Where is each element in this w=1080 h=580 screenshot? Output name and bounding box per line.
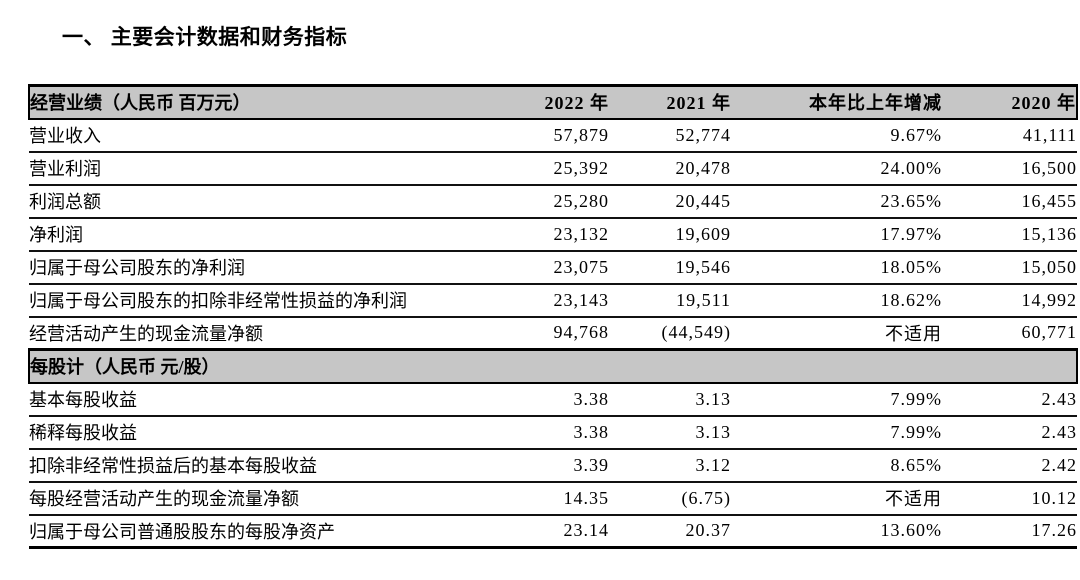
cell-2022: 3.38	[464, 382, 609, 417]
cell-2022: 14.35	[464, 481, 609, 516]
cell-2020: 15,050	[942, 250, 1077, 285]
table-row: 利润总额 25,280 20,445 23.65% 16,455	[29, 184, 1077, 219]
table-row: 经营活动产生的现金流量净额 94,768 (44,549) 不适用 60,771	[29, 316, 1077, 351]
cell-2020: 16,455	[942, 184, 1077, 219]
table-body: 经营业绩（人民币 百万元） 2022 年 2021 年本年比上年增减 2020 年营业…	[28, 84, 1078, 549]
cell-2021: 20.37	[609, 514, 731, 549]
financial-indicators-table: 经营业绩（人民币 百万元） 2022 年 2021 年本年比上年增减 2020 年营业…	[28, 84, 1078, 549]
cell-2020: 41,111	[942, 118, 1077, 153]
row-label: 每股经营活动产生的现金流量净额	[29, 481, 464, 516]
cell-change: 18.05%	[731, 250, 942, 285]
cell-2022: 23,132	[464, 217, 609, 252]
table-row: 归属于母公司股东的扣除非经常性损益的净利润 23,143 19,511 18.62% 1…	[29, 283, 1077, 318]
row-label: 基本每股收益	[29, 382, 464, 417]
cell-2022: 57,879	[464, 118, 609, 153]
row-label: 利润总额	[29, 184, 464, 219]
cell-2021: 20,478	[609, 151, 731, 186]
cell-2020: 17.26	[942, 514, 1077, 549]
cell-2021: 3.12	[609, 448, 731, 483]
cell-2021: 20,445	[609, 184, 731, 219]
cell-change: 23.65%	[731, 184, 942, 219]
cell-change: 7.99%	[731, 382, 942, 417]
cell-2021: 19,546	[609, 250, 731, 285]
row-label: 净利润	[29, 217, 464, 252]
column-header-0: 2022 年	[464, 84, 609, 120]
table-row: 营业收入 57,879 52,774 9.67% 41,111	[29, 118, 1077, 153]
table-row: 扣除非经常性损益后的基本每股收益 3.39 3.12 8.65% 2.42	[29, 448, 1077, 483]
cell-2020: 14,992	[942, 283, 1077, 318]
table-row: 营业利润 25,392 20,478 24.00% 16,500	[29, 151, 1077, 186]
cell-2022: 23,075	[464, 250, 609, 285]
cell-2021: 52,774	[609, 118, 731, 153]
table-row: 归属于母公司普通股股东的每股净资产 23.14 20.37 13.60% 17.26	[29, 514, 1077, 549]
cell-change: 18.62%	[731, 283, 942, 318]
row-label: 经营活动产生的现金流量净额	[29, 316, 464, 351]
cell-2020: 2.42	[942, 448, 1077, 483]
cell-2020: 60,771	[942, 316, 1077, 351]
cell-change: 24.00%	[731, 151, 942, 186]
cell-2022: 3.38	[464, 415, 609, 450]
section-header-row: 经营业绩（人民币 百万元） 2022 年 2021 年本年比上年增减 2020 年	[28, 84, 1078, 120]
row-label: 稀释每股收益	[29, 415, 464, 450]
table-row: 归属于母公司股东的净利润 23,075 19,546 18.05% 15,050	[29, 250, 1077, 285]
cell-change: 不适用	[731, 316, 942, 351]
cell-2021: 3.13	[609, 382, 731, 417]
row-label: 归属于母公司普通股股东的每股净资产	[29, 514, 464, 549]
table-row: 基本每股收益 3.38 3.13 7.99% 2.43	[29, 382, 1077, 417]
cell-2022: 94,768	[464, 316, 609, 351]
cell-2021: 19,511	[609, 283, 731, 318]
cell-2020: 2.43	[942, 415, 1077, 450]
cell-change: 8.65%	[731, 448, 942, 483]
row-label: 扣除非经常性损益后的基本每股收益	[29, 448, 464, 483]
cell-2022: 25,392	[464, 151, 609, 186]
cell-2020: 10.12	[942, 481, 1077, 516]
cell-2021: 19,609	[609, 217, 731, 252]
column-header-3: 2020 年	[942, 84, 1078, 120]
section-title: 每股计（人民币 元/股）	[28, 348, 1078, 384]
cell-change: 9.67%	[731, 118, 942, 153]
table-row: 净利润 23,132 19,609 17.97% 15,136	[29, 217, 1077, 252]
cell-2022: 25,280	[464, 184, 609, 219]
cell-2020: 2.43	[942, 382, 1077, 417]
cell-2020: 15,136	[942, 217, 1077, 252]
cell-change: 不适用	[731, 481, 942, 516]
section-title: 经营业绩（人民币 百万元）	[28, 84, 464, 120]
cell-2020: 16,500	[942, 151, 1077, 186]
column-header-1: 2021 年	[609, 84, 731, 120]
row-label: 营业利润	[29, 151, 464, 186]
cell-change: 17.97%	[731, 217, 942, 252]
row-label: 归属于母公司股东的扣除非经常性损益的净利润	[29, 283, 464, 318]
section-header-row: 每股计（人民币 元/股）	[28, 348, 1078, 384]
cell-2021: 3.13	[609, 415, 731, 450]
cell-2022: 3.39	[464, 448, 609, 483]
table-row: 稀释每股收益 3.38 3.13 7.99% 2.43	[29, 415, 1077, 450]
cell-2021: (6.75)	[609, 481, 731, 516]
column-header-2: 本年比上年增减	[731, 84, 942, 120]
table-row: 每股经营活动产生的现金流量净额 14.35 (6.75) 不适用 10.12	[29, 481, 1077, 516]
cell-2022: 23,143	[464, 283, 609, 318]
cell-change: 13.60%	[731, 514, 942, 549]
cell-2022: 23.14	[464, 514, 609, 549]
page-title: 一、 主要会计数据和财务指标	[62, 25, 348, 49]
cell-2021: (44,549)	[609, 316, 731, 351]
row-label: 归属于母公司股东的净利润	[29, 250, 464, 285]
row-label: 营业收入	[29, 118, 464, 153]
cell-change: 7.99%	[731, 415, 942, 450]
